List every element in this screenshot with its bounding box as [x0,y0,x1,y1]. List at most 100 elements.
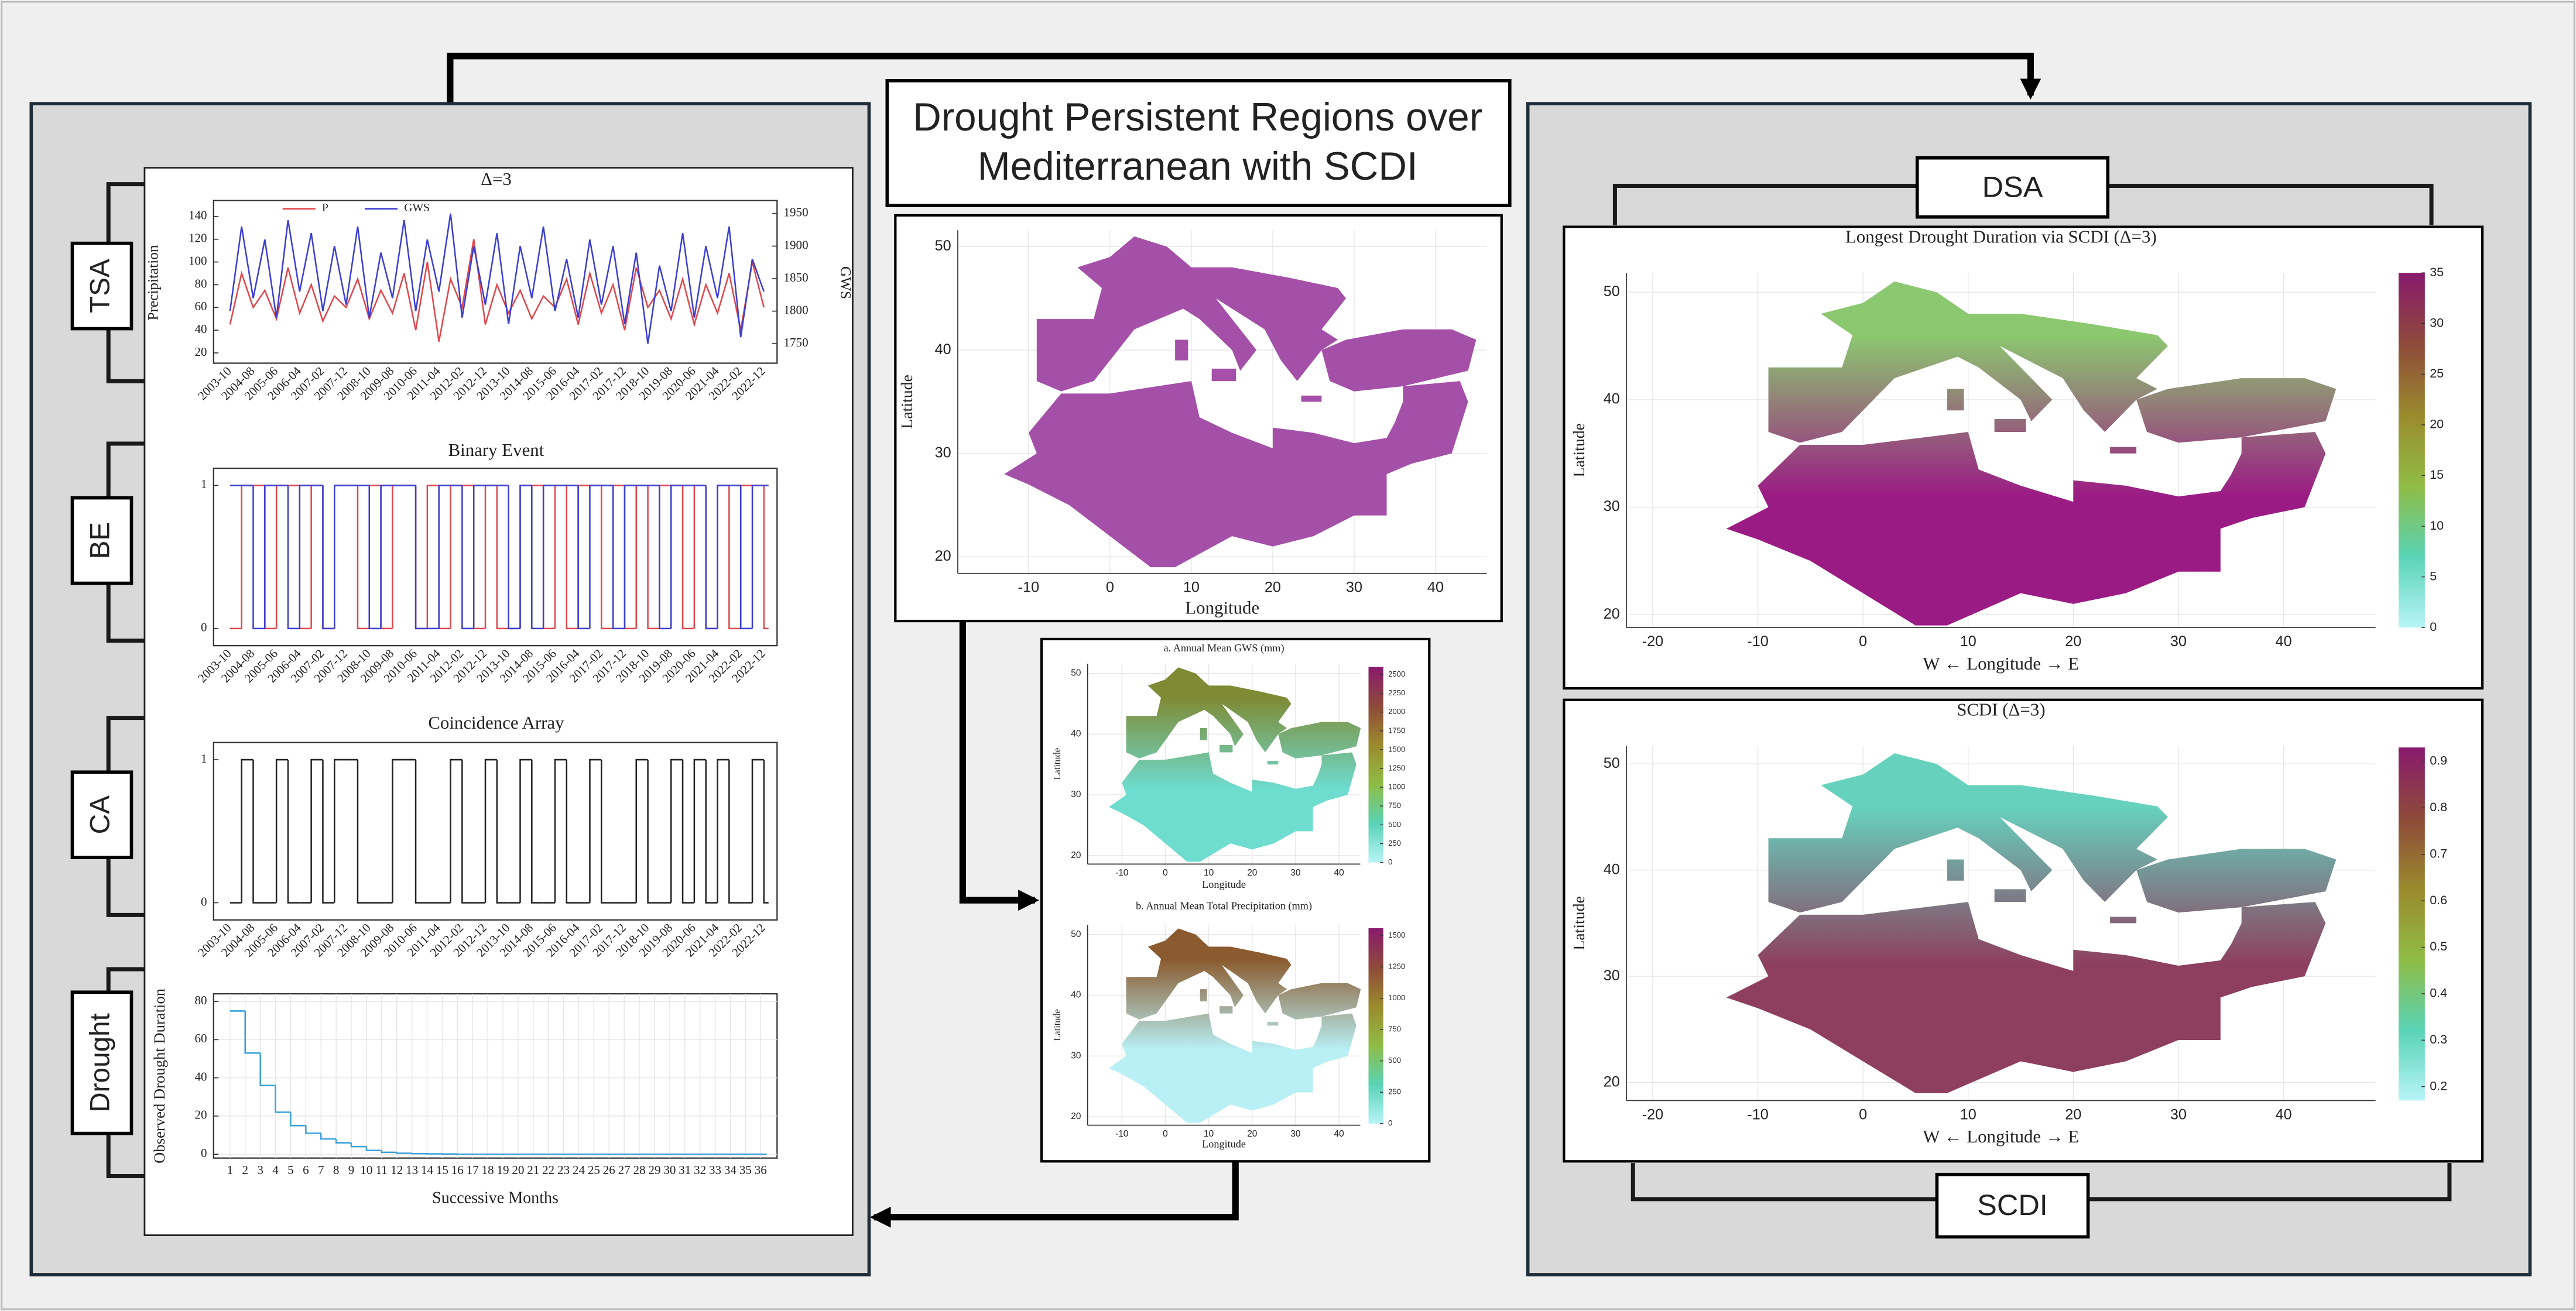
land-region [2110,447,2137,454]
map-box [1563,225,2484,690]
step-segment [566,485,578,630]
plot-frame [213,467,778,647]
land-region [1278,722,1361,759]
x-tick-label: 10 [1183,579,1200,596]
section-label: TSA [85,259,116,313]
land-region [1220,745,1233,753]
y-tick-label: 50 [1604,755,1620,771]
step-segment [287,485,300,630]
step-segment [264,485,277,629]
y-tick-label: 20 [1604,1073,1620,1090]
y-tick-label: 50 [935,238,951,254]
colorbar-tick-label: 1500 [1388,744,1405,753]
step-segment [554,759,567,903]
step-segment [357,485,369,630]
x-tick-label: 20 [1265,579,1281,596]
step-segment [601,485,614,630]
step-segment [739,485,753,630]
x-tick-label: 10 [1960,633,1976,650]
map-box [1563,698,2484,1163]
x-tick-label: 10 [1960,1106,1976,1123]
land-region [1108,752,1356,862]
colorbar-tick-label: 20 [2430,417,2444,431]
land-region [2110,917,2137,924]
x-tick-label: 30 [1290,1129,1300,1139]
colorbar-tick-label: 35 [2430,265,2444,279]
x-tick-label: 28 [633,1163,646,1177]
step-segment [450,759,463,903]
colorbar-tick-label: 2250 [1388,688,1405,697]
section-label: Drought [85,1013,116,1113]
x-tick-label: 20 [1247,868,1257,878]
step-segment [566,760,578,904]
y-axis-label: Latitude [1570,423,1588,478]
y-axis-label: Observed Drought Duration [150,989,168,1164]
x-tick-label: 19 [496,1163,509,1177]
y-tick-label: 30 [1071,790,1081,799]
step-segment [472,485,486,629]
colorbar-tick-label: 1250 [1388,763,1405,772]
section-label: CA [85,795,116,834]
x-tick-label: 10 [1204,1129,1214,1139]
x-tick-label: 2 [242,1163,248,1177]
step-segment [659,485,672,630]
land-region [1726,432,2326,626]
colorbar-tick-label: 750 [1388,1025,1401,1034]
y-tick-label: 40 [1604,861,1620,877]
step-segment [705,485,718,630]
step-segment [350,1142,366,1148]
colorbar-tick-label: 1000 [1388,993,1405,1002]
x-tick-label: 32 [694,1163,706,1177]
step-segment [508,485,520,630]
chart-title: Longest Drought Duration via SCDI (Δ=3) [1845,226,2157,246]
y-tick-label: 0 [201,1146,207,1160]
x-tick-label: 16 [451,1163,464,1177]
land-region [1278,983,1361,1020]
land-region [1994,418,2026,433]
y-tick-label: 50 [1071,668,1081,678]
y-tick-label: 30 [1604,498,1620,514]
y-tick-label: 80 [195,276,207,290]
step-segment [252,760,265,904]
x-tick-label: 12 [390,1163,403,1177]
step-segment [728,485,741,630]
step-segment [647,760,660,904]
step-segment [368,485,381,630]
step-segment [290,1112,306,1127]
step-segment [275,759,288,903]
x-tick-label: 34 [724,1163,737,1177]
colorbar-tick-label: 750 [1388,801,1401,810]
y2-tick-label: 1950 [784,205,809,219]
colorbar-tick-label: 0.7 [2430,846,2447,860]
legend-label: GWS [404,201,430,214]
step-segment [647,485,660,630]
y2-tick-label: 1750 [784,335,809,349]
step-segment [461,485,474,630]
y-tick-label: 0 [201,620,207,634]
y-tick-label: 120 [189,231,207,245]
colorbar-tick-label: 500 [1388,1056,1401,1065]
step-segment [624,485,636,629]
colorbar-tick-label: 25 [2430,366,2444,380]
y-tick-label: 100 [189,253,207,267]
x-tick-label: -10 [1747,633,1769,650]
x-tick-label: 40 [1334,1129,1344,1139]
x-tick-label: 33 [709,1163,721,1177]
x-tick-label: 40 [2275,1106,2291,1123]
x-tick-label: -20 [1642,1106,1663,1123]
land-region [1726,902,2326,1093]
y-tick-label: 20 [195,1108,207,1122]
series-line [229,239,765,342]
x-axis-label: Longitude [1202,1138,1246,1149]
step-segment [335,1139,352,1144]
y-tick-label: 50 [1604,283,1620,300]
x-tick-label: 25 [588,1163,600,1177]
x-axis-label: W ← Longitude → E [1923,1127,2079,1147]
x-tick-label: 3 [257,1163,263,1177]
y-tick-label: 1 [201,751,207,766]
step-segment [438,485,451,629]
step-segment [275,1085,291,1113]
y2-tick-label: 1850 [784,270,809,284]
y-tick-label: 50 [1071,929,1081,939]
